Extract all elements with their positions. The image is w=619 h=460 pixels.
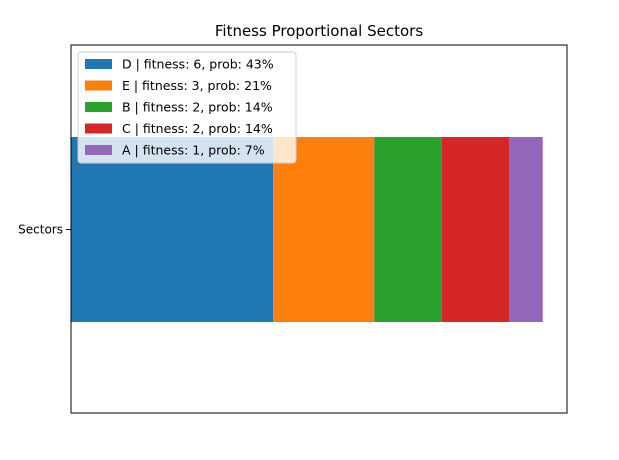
legend-label-4: A | fitness: 1, prob: 7% [122,143,265,158]
legend-swatch-3 [85,123,112,134]
y-tick-label: Sectors [18,223,63,237]
legend-swatch-2 [85,102,112,112]
bar-segment-0 [71,137,274,322]
legend-label-0: D | fitness: 6, prob: 43% [122,57,274,72]
chart-title: Fitness Proportional Sectors [215,22,423,40]
legend-swatch-4 [85,145,112,155]
legend: D | fitness: 6, prob: 43% E | fitness: 3,… [77,51,297,164]
bar-segment-3 [441,137,510,322]
y-axis: Sectors [18,223,71,237]
legend-swatch-1 [85,80,112,91]
bars-layer [71,137,543,322]
legend-label-1: E | fitness: 3, prob: 21% [122,78,272,93]
bar-segment-4 [509,137,543,322]
bar-segment-1 [273,137,375,322]
legend-box [77,51,297,164]
legend-label-3: C | fitness: 2, prob: 14% [122,121,273,136]
bar-segment-2 [374,137,442,322]
legend-label-2: B | fitness: 2, prob: 14% [122,100,273,115]
legend-swatch-0 [85,59,112,69]
